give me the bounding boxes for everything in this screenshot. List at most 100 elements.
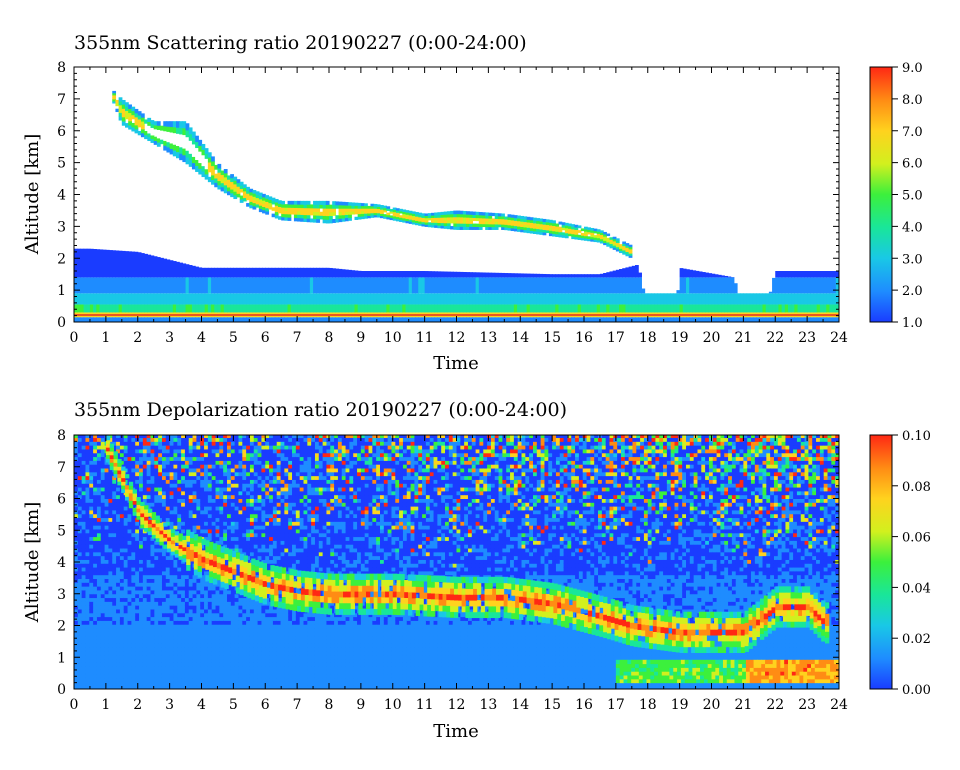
- scattering-cell: [278, 267, 282, 278]
- depolarization-cell: [142, 589, 148, 595]
- scattering-cell: [239, 317, 244, 322]
- depolarization-cell: [146, 479, 151, 484]
- scattering-cell: [348, 277, 352, 294]
- scattering-cell: [137, 293, 142, 305]
- scattering-cell: [788, 304, 792, 313]
- scattering-cell: [293, 267, 298, 278]
- scattering-cell: [121, 293, 126, 305]
- depolarization-cell: [184, 677, 190, 682]
- scattering-cell: [411, 271, 416, 278]
- scattering-cell: [456, 271, 461, 278]
- depolarization-cell: [158, 456, 163, 461]
- scattering-cell: [335, 317, 340, 322]
- scattering-cell: [529, 273, 534, 278]
- scattering-cell: [721, 317, 725, 322]
- scattering-cell: [450, 216, 454, 221]
- scattering-cell: [682, 268, 687, 278]
- scattering-cell: [217, 184, 222, 190]
- depolarization-cell: [96, 643, 102, 648]
- depolarization-cell: [204, 601, 209, 606]
- scattering-cell: [794, 277, 799, 294]
- scattering-cell: [376, 277, 381, 294]
- depolarization-cell: [181, 490, 186, 496]
- scattering-cell: [329, 219, 333, 224]
- depolarization-cell: [85, 471, 90, 477]
- depolarization-cell: [181, 643, 186, 648]
- depolarization-cell: [93, 464, 98, 469]
- scattering-cell: [364, 215, 368, 219]
- depolarization-cell: [142, 437, 148, 442]
- depolarization-cell: [146, 502, 151, 507]
- depolarization-cell: [100, 506, 106, 511]
- depolarization-cell: [169, 475, 174, 480]
- depolarization-cell: [204, 669, 209, 675]
- scattering-cell: [434, 217, 438, 221]
- scattering-cell: [513, 277, 518, 294]
- scattering-cell: [236, 179, 241, 184]
- depolarization-cell: [85, 509, 90, 515]
- scattering-cell: [574, 277, 579, 294]
- depolarization-cell: [112, 528, 117, 534]
- scattering-cell: [561, 317, 566, 322]
- scattering-cell: [131, 317, 136, 322]
- scattering-cell: [207, 162, 212, 168]
- depolarization-cell: [131, 559, 136, 564]
- depolarization-cell: [165, 624, 171, 629]
- scattering-cell: [446, 217, 451, 221]
- depolarization-cell: [150, 628, 155, 633]
- scattering-cell: [807, 304, 811, 313]
- depolarization-cell: [123, 605, 129, 610]
- scattering-cell: [287, 277, 292, 294]
- depolarization-cell: [161, 559, 167, 564]
- depolarization-cell: [173, 643, 178, 648]
- depolarization-cell: [150, 502, 155, 507]
- scattering-cell: [191, 277, 196, 294]
- scattering-cell: [360, 304, 365, 313]
- scattering-cell: [370, 210, 375, 214]
- scattering-cell: [255, 197, 260, 202]
- depolarization-cell: [93, 460, 98, 465]
- depolarization-cell: [112, 506, 117, 511]
- depolarization-cell: [165, 479, 171, 484]
- scattering-cell: [453, 223, 458, 227]
- depolarization-cell: [81, 468, 86, 473]
- depolarization-cell: [165, 464, 171, 469]
- depolarization-cell: [154, 540, 159, 545]
- depolarization-cell: [196, 517, 201, 522]
- scattering-cell: [835, 277, 839, 294]
- depolarization-cell: [154, 666, 159, 671]
- depolarization-cell: [142, 601, 148, 606]
- depolarization-cell: [119, 582, 125, 587]
- scattering-cell: [386, 208, 391, 211]
- depolarization-cell: [104, 487, 109, 492]
- depolarization-cell: [150, 456, 155, 461]
- depolarization-cell: [119, 548, 125, 553]
- depolarization-cell: [142, 650, 148, 656]
- scattering-cell: [118, 97, 123, 102]
- scattering-cell: [211, 267, 215, 278]
- scattering-cell: [510, 220, 515, 224]
- scattering-cell: [517, 277, 521, 294]
- depolarization-cell: [93, 445, 98, 450]
- depolarization-cell: [165, 521, 171, 526]
- scattering-cell: [74, 293, 78, 305]
- scattering-cell: [402, 217, 407, 221]
- scattering-cell: [673, 304, 678, 313]
- scattering-x-tick-label: 14: [511, 330, 529, 346]
- depolarization-cell: [81, 624, 86, 629]
- depolarization-cell: [77, 643, 83, 648]
- depolarization-cell: [135, 563, 140, 568]
- depolarization-cell: [142, 448, 148, 454]
- scattering-cell: [469, 223, 474, 227]
- scattering-cell: [424, 317, 429, 322]
- scattering-cell: [303, 267, 308, 278]
- depolarization-cell: [158, 544, 163, 549]
- scattering-x-tick-label: 10: [384, 330, 402, 346]
- scattering-cell: [268, 293, 273, 305]
- depolarization-cell: [142, 460, 148, 465]
- scattering-cell: [539, 218, 544, 222]
- depolarization-cell: [184, 669, 190, 675]
- scattering-cell: [370, 304, 375, 313]
- scattering-cell: [816, 277, 821, 294]
- depolarization-cell: [108, 658, 113, 663]
